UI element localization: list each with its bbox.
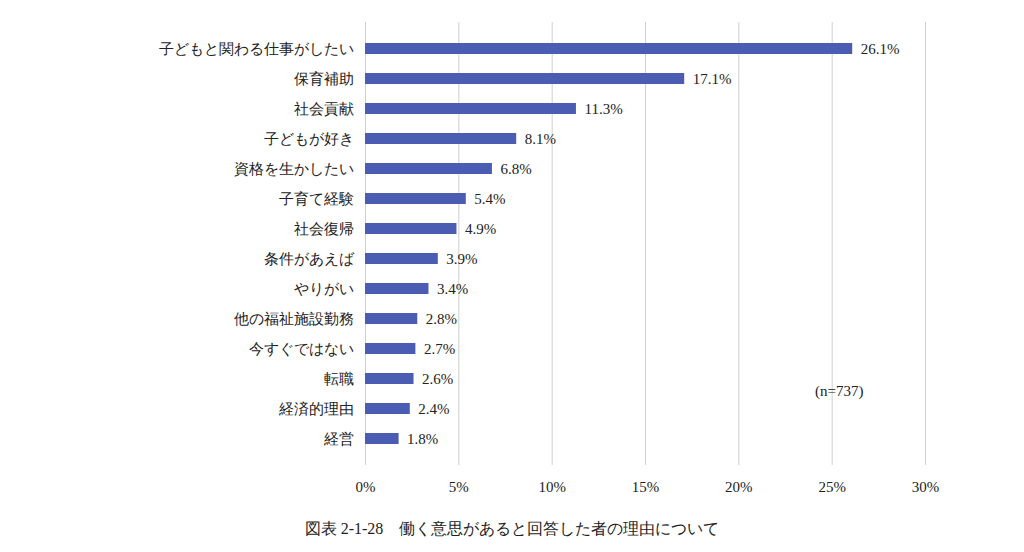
svg-text:0%: 0%	[356, 479, 376, 495]
svg-text:経済的理由: 経済的理由	[278, 401, 354, 417]
svg-text:3.4%: 3.4%	[437, 281, 468, 297]
svg-text:(n=737): (n=737)	[815, 383, 863, 400]
svg-text:社会復帰: 社会復帰	[294, 221, 354, 237]
svg-text:1.8%: 1.8%	[407, 431, 438, 447]
svg-text:5.4%: 5.4%	[474, 191, 505, 207]
svg-text:25%: 25%	[818, 479, 846, 495]
svg-text:やりがい: やりがい	[294, 281, 354, 297]
svg-text:資格を生かしたい: 資格を生かしたい	[234, 161, 354, 177]
svg-text:30%: 30%	[912, 479, 940, 495]
svg-text:保育補助: 保育補助	[294, 71, 354, 87]
svg-text:条件があえば: 条件があえば	[264, 251, 355, 267]
svg-text:8.1%: 8.1%	[525, 131, 556, 147]
svg-text:経営: 経営	[323, 431, 354, 447]
svg-text:26.1%: 26.1%	[861, 41, 900, 57]
svg-text:3.9%: 3.9%	[446, 251, 477, 267]
svg-text:2.7%: 2.7%	[424, 341, 455, 357]
svg-text:2.6%: 2.6%	[422, 371, 453, 387]
html-text:図表 2-1-28 働く意思があると回答した者の理由について: 図表 2-1-28 働く意思があると回答した者の理由について	[304, 520, 720, 537]
svg-text:2.4%: 2.4%	[418, 401, 449, 417]
svg-text:子育て経験: 子育て経験	[279, 191, 354, 207]
svg-text:20%: 20%	[725, 479, 753, 495]
svg-text:17.1%: 17.1%	[693, 71, 732, 87]
svg-text:今すぐではない: 今すぐではない	[249, 341, 354, 357]
svg-text:子どもと関わる仕事がしたい: 子どもと関わる仕事がしたい	[159, 41, 354, 57]
svg-text:5%: 5%	[449, 479, 469, 495]
svg-text:6.8%: 6.8%	[500, 161, 531, 177]
svg-text:15%: 15%	[632, 479, 660, 495]
svg-text:社会貢献: 社会貢献	[294, 101, 354, 117]
svg-text:子どもが好き: 子どもが好き	[264, 131, 354, 147]
svg-text:転職: 転職	[324, 371, 354, 387]
svg-text:11.3%: 11.3%	[584, 101, 622, 117]
svg-text:10%: 10%	[538, 479, 566, 495]
svg-text:他の福祉施設勤務: 他の福祉施設勤務	[234, 311, 354, 327]
svg-text:4.9%: 4.9%	[465, 221, 496, 237]
svg-text:2.8%: 2.8%	[426, 311, 457, 327]
